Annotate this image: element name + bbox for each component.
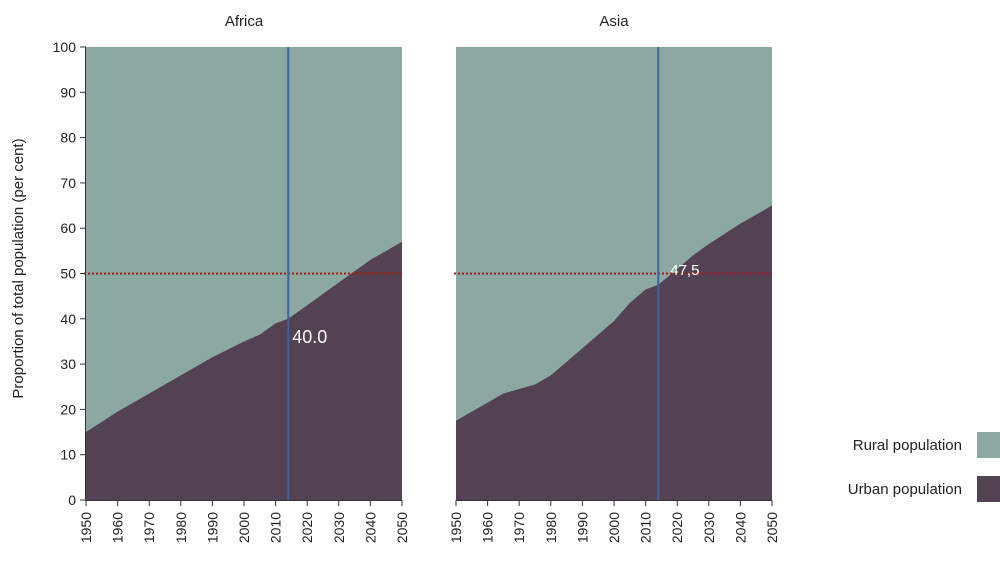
x-tick-label-1-2: 1970: [511, 512, 527, 543]
urban-area-0: [86, 241, 402, 501]
y-tick-label-10: 100: [53, 39, 77, 55]
panel-title-1: Asia: [599, 13, 629, 30]
annotation-value-1: 47,5: [670, 262, 699, 279]
urban-area-1: [456, 205, 772, 501]
x-tick-label-0-0: 1950: [78, 512, 94, 543]
legend-swatch-rural: [977, 432, 1000, 458]
x-tick-label-1-7: 2020: [669, 512, 685, 543]
x-tick-label-1-3: 1980: [543, 512, 559, 543]
x-tick-label-0-2: 1970: [141, 512, 157, 543]
x-tick-label-1-0: 1950: [448, 512, 464, 543]
x-tick-label-1-10: 2050: [764, 512, 780, 543]
y-tick-label-9: 90: [60, 84, 76, 100]
y-tick-label-4: 40: [60, 311, 76, 327]
y-tick-label-8: 80: [60, 130, 76, 146]
panel-title-0: Africa: [225, 13, 264, 30]
y-tick-label-1: 10: [60, 447, 76, 463]
x-tick-label-0-9: 2040: [362, 512, 378, 543]
legend-label-rural: Rural population: [853, 437, 962, 454]
annotation-value-0: 40.0: [292, 327, 327, 347]
x-tick-label-0-1: 1960: [110, 512, 126, 543]
x-tick-label-1-8: 2030: [701, 512, 717, 543]
legend-label-urban: Urban population: [848, 481, 962, 498]
x-tick-label-1-5: 2000: [606, 512, 622, 543]
y-tick-label-3: 30: [60, 356, 76, 372]
x-tick-label-1-6: 2010: [638, 512, 654, 543]
x-tick-label-0-8: 2030: [331, 512, 347, 543]
x-tick-label-0-3: 1980: [173, 512, 189, 543]
x-tick-label-1-1: 1960: [480, 512, 496, 543]
y-tick-label-0: 0: [68, 492, 76, 508]
x-tick-label-1-9: 2040: [732, 512, 748, 543]
x-tick-label-0-4: 1990: [204, 512, 220, 543]
y-tick-label-7: 70: [60, 175, 76, 191]
x-tick-label-0-6: 2010: [268, 512, 284, 543]
y-axis-title: Proportion of total population (per cent…: [10, 138, 27, 398]
y-tick-label-5: 50: [60, 266, 76, 282]
y-tick-label-6: 60: [60, 220, 76, 236]
x-tick-label-0-7: 2020: [299, 512, 315, 543]
x-tick-label-1-4: 1990: [574, 512, 590, 543]
x-tick-label-0-5: 2000: [236, 512, 252, 543]
x-tick-label-0-10: 2050: [394, 512, 410, 543]
y-tick-label-2: 20: [60, 401, 76, 417]
legend-swatch-urban: [977, 476, 1000, 502]
